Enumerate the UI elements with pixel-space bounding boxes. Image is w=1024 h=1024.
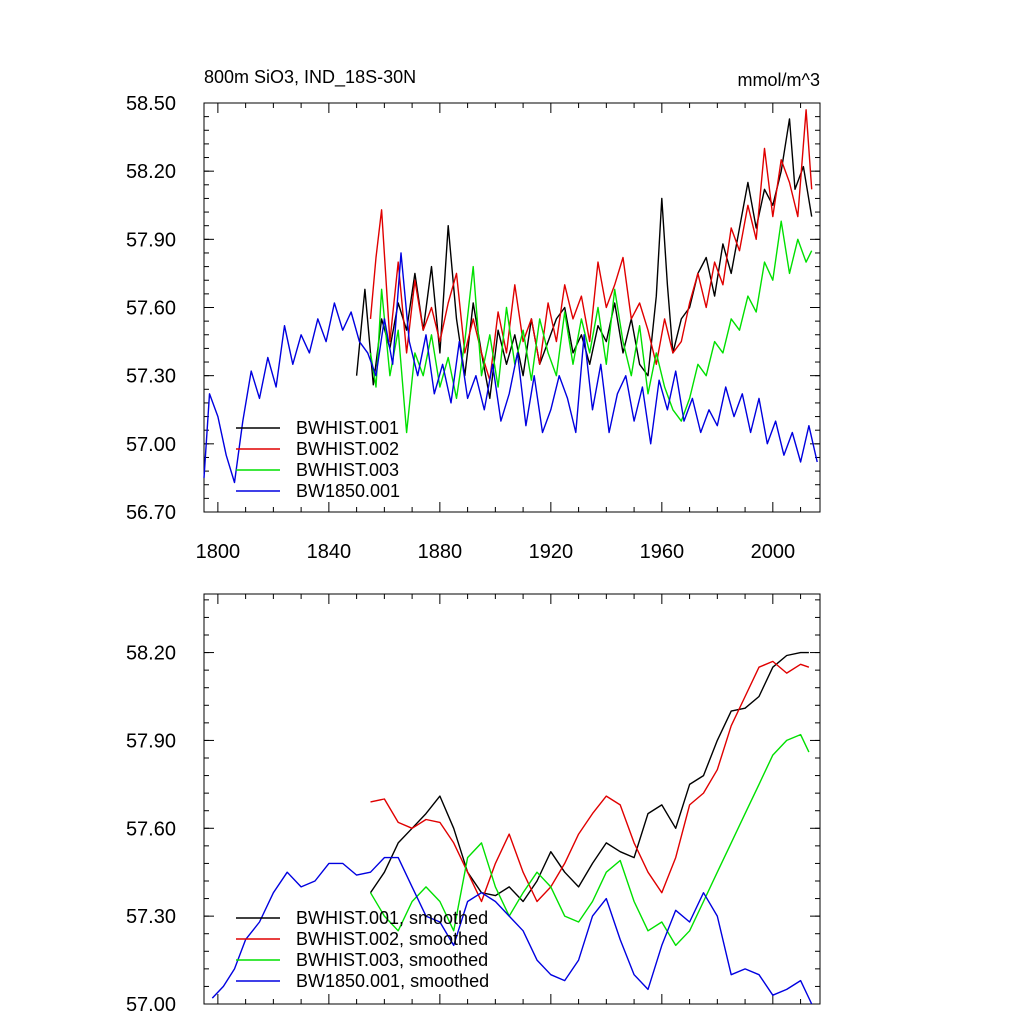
series-line-bwhist-001-smoothed: [369, 651, 809, 903]
x-tick-label: 1880: [418, 541, 463, 563]
bottom-plot-frame: [203, 593, 821, 1005]
legend-label: BWHIST.002: [296, 439, 399, 459]
series-line-bw1850-001-smoothed: [211, 856, 813, 1005]
legend-label: BWHIST.002, smoothed: [296, 929, 488, 949]
y-tick-label: 58.20: [126, 161, 176, 183]
y-tick-label: 57.30: [126, 906, 176, 928]
legend-label: BWHIST.003, smoothed: [296, 950, 488, 970]
legend-label: BWHIST.001, smoothed: [296, 908, 488, 928]
legend-label: BW1850.001, smoothed: [296, 971, 489, 991]
series-line-bw1850-001: [203, 252, 818, 484]
y-tick-label: 58.50: [126, 93, 176, 115]
legend-label: BWHIST.003: [296, 460, 399, 480]
legend-label: BWHIST.001: [296, 418, 399, 438]
y-tick-label: 56.70: [126, 502, 176, 524]
x-tick-label: 1800: [196, 541, 241, 563]
y-tick-label: 58.20: [126, 643, 176, 665]
y-tick-label: 57.00: [126, 994, 176, 1016]
series-line-bwhist-003-smoothed: [369, 733, 810, 947]
series-line-bwhist-001: [355, 118, 813, 400]
legend-label: BW1850.001: [296, 481, 400, 501]
y-tick-label: 57.90: [126, 229, 176, 251]
series-line-bwhist-002: [369, 109, 813, 381]
y-tick-label: 57.60: [126, 818, 176, 840]
y-tick-label: 57.00: [126, 434, 176, 456]
units-label: mmol/m^3: [738, 70, 820, 90]
y-tick-label: 57.90: [126, 730, 176, 752]
chart-title: 800m SiO3, IND_18S-30N: [204, 67, 416, 88]
x-tick-label: 2000: [751, 541, 796, 563]
x-tick-label: 1960: [640, 541, 685, 563]
series-line-bwhist-002-smoothed: [370, 660, 810, 903]
y-tick-label: 57.60: [126, 298, 176, 320]
y-tick-label: 57.30: [126, 366, 176, 388]
x-tick-label: 1920: [529, 541, 574, 563]
x-tick-label: 1840: [307, 541, 352, 563]
series-line-bwhist-003: [369, 220, 813, 434]
